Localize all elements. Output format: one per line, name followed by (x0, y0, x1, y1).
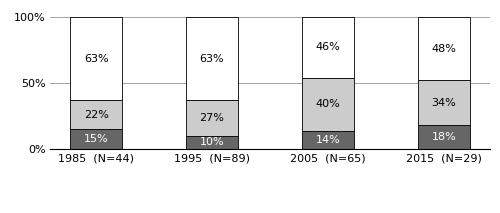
Text: 18%: 18% (432, 132, 456, 142)
Bar (186, 17, 238, 100)
Text: 34%: 34% (432, 98, 456, 108)
Text: 15%: 15% (84, 134, 108, 144)
Text: 27%: 27% (200, 113, 224, 123)
Bar (302, 131, 354, 149)
Text: 40%: 40% (316, 99, 340, 109)
Text: 63%: 63% (200, 54, 224, 64)
Bar (418, 17, 470, 81)
Bar (70, 100, 122, 129)
Bar (418, 125, 470, 149)
Text: 48%: 48% (432, 44, 456, 54)
Bar (418, 81, 470, 125)
Text: 22%: 22% (84, 110, 108, 120)
Text: 46%: 46% (316, 42, 340, 52)
Bar (186, 100, 238, 136)
Bar (302, 17, 354, 78)
Bar (70, 129, 122, 149)
Bar (70, 17, 122, 100)
Bar (302, 78, 354, 131)
Text: 14%: 14% (316, 135, 340, 145)
Text: 63%: 63% (84, 54, 108, 64)
Text: 10%: 10% (200, 138, 224, 147)
Bar (186, 136, 238, 149)
